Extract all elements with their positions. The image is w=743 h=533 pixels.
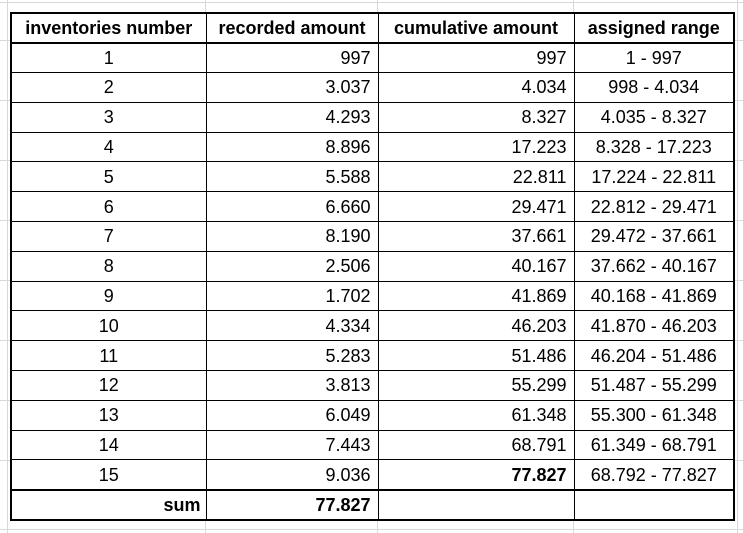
cell-inventories-number[interactable]: 14	[10, 429, 207, 461]
cell-assigned-range[interactable]: 68.792 - 77.827	[573, 459, 735, 491]
table-row-11: 11 5.283 51.486 46.204 - 51.486	[10, 340, 735, 372]
cell-recorded-amount[interactable]: 5.283	[205, 340, 379, 372]
cell-cumulative-amount[interactable]: 22.811	[377, 161, 575, 193]
table-row-14: 14 7.443 68.791 61.349 - 68.791	[10, 429, 735, 461]
sum-label-cell[interactable]: sum	[10, 488, 207, 521]
cell-recorded-amount[interactable]: 6.049	[205, 399, 379, 431]
cell-assigned-range[interactable]: 46.204 - 51.486	[573, 340, 735, 372]
cell-recorded-amount[interactable]: 8.896	[205, 131, 379, 163]
cell-inventories-number[interactable]: 6	[10, 191, 207, 223]
table-row-1: 1 997 997 1 - 997	[10, 42, 735, 74]
cell-assigned-range[interactable]: 4.035 - 8.327	[573, 101, 735, 133]
cell-recorded-amount[interactable]: 7.443	[205, 429, 379, 461]
column-header-inventories-number[interactable]: inventories number	[10, 12, 207, 44]
cell-inventories-number[interactable]: 3	[10, 101, 207, 133]
cell-cumulative-amount[interactable]: 4.034	[377, 72, 575, 103]
sum-empty-cell[interactable]	[377, 488, 575, 521]
table-row-9: 9 1.702 41.869 40.168 - 41.869	[10, 280, 735, 312]
cell-recorded-amount[interactable]: 3.037	[205, 72, 379, 103]
sum-row: sum 77.827	[10, 488, 735, 521]
cell-assigned-range[interactable]: 37.662 - 40.167	[573, 250, 735, 282]
cell-cumulative-amount[interactable]: 61.348	[377, 399, 575, 431]
table-row-12: 12 3.813 55.299 51.487 - 55.299	[10, 370, 735, 401]
cell-cumulative-amount[interactable]: 29.471	[377, 191, 575, 223]
column-header-cumulative-amount[interactable]: cumulative amount	[377, 12, 575, 44]
cell-inventories-number[interactable]: 12	[10, 370, 207, 401]
spreadsheet-gridline-vertical	[737, 0, 738, 533]
cell-inventories-number[interactable]: 7	[10, 221, 207, 252]
cell-cumulative-amount[interactable]: 40.167	[377, 250, 575, 282]
table-row-7: 7 8.190 37.661 29.472 - 37.661	[10, 221, 735, 252]
cell-recorded-amount[interactable]: 6.660	[205, 191, 379, 223]
cell-assigned-range[interactable]: 22.812 - 29.471	[573, 191, 735, 223]
cell-recorded-amount[interactable]: 3.813	[205, 370, 379, 401]
cell-cumulative-amount[interactable]: 51.486	[377, 340, 575, 372]
cell-cumulative-amount[interactable]: 46.203	[377, 310, 575, 342]
column-header-recorded-amount[interactable]: recorded amount	[205, 12, 379, 44]
spreadsheet-gridline-vertical	[7, 0, 8, 533]
cell-recorded-amount[interactable]: 9.036	[205, 459, 379, 491]
cell-inventories-number[interactable]: 8	[10, 250, 207, 282]
cell-assigned-range[interactable]: 998 - 4.034	[573, 72, 735, 103]
cell-inventories-number[interactable]: 4	[10, 131, 207, 163]
sum-empty-cell[interactable]	[573, 488, 735, 521]
cell-cumulative-amount[interactable]: 41.869	[377, 280, 575, 312]
cell-inventories-number[interactable]: 13	[10, 399, 207, 431]
cell-recorded-amount[interactable]: 4.334	[205, 310, 379, 342]
cell-cumulative-amount[interactable]: 997	[377, 42, 575, 74]
cell-inventories-number[interactable]: 5	[10, 161, 207, 193]
cell-cumulative-amount[interactable]: 37.661	[377, 221, 575, 252]
table-row-13: 13 6.049 61.348 55.300 - 61.348	[10, 399, 735, 431]
cell-assigned-range[interactable]: 55.300 - 61.348	[573, 399, 735, 431]
table-row-15: 15 9.036 77.827 68.792 - 77.827	[10, 459, 735, 491]
table-row-4: 4 8.896 17.223 8.328 - 17.223	[10, 131, 735, 163]
cell-recorded-amount[interactable]: 5.588	[205, 161, 379, 193]
cell-recorded-amount[interactable]: 4.293	[205, 101, 379, 133]
header-row: inventories number recorded amount cumulat…	[10, 12, 735, 44]
cell-inventories-number[interactable]: 9	[10, 280, 207, 312]
table-row-5: 5 5.588 22.811 17.224 - 22.811	[10, 161, 735, 193]
table-row-3: 3 4.293 8.327 4.035 - 8.327	[10, 101, 735, 133]
cell-assigned-range[interactable]: 61.349 - 68.791	[573, 429, 735, 461]
table-row-8: 8 2.506 40.167 37.662 - 40.167	[10, 250, 735, 282]
sum-total-cell[interactable]: 77.827	[205, 488, 379, 521]
cell-cumulative-amount[interactable]: 8.327	[377, 101, 575, 133]
spreadsheet-gridline-horizontal	[0, 529, 743, 530]
cell-assigned-range[interactable]: 29.472 - 37.661	[573, 221, 735, 252]
cell-assigned-range[interactable]: 1 - 997	[573, 42, 735, 74]
table-row-2: 2 3.037 4.034 998 - 4.034	[10, 72, 735, 103]
table-row-10: 10 4.334 46.203 41.870 - 46.203	[10, 310, 735, 342]
cell-inventories-number[interactable]: 1	[10, 42, 207, 74]
cell-recorded-amount[interactable]: 1.702	[205, 280, 379, 312]
spreadsheet-gridline-horizontal	[0, 2, 743, 3]
cell-recorded-amount[interactable]: 8.190	[205, 221, 379, 252]
column-header-assigned-range[interactable]: assigned range	[573, 12, 735, 44]
table-row-6: 6 6.660 29.471 22.812 - 29.471	[10, 191, 735, 223]
cell-assigned-range[interactable]: 8.328 - 17.223	[573, 131, 735, 163]
cell-inventories-number[interactable]: 15	[10, 459, 207, 491]
cell-inventories-number[interactable]: 11	[10, 340, 207, 372]
cell-recorded-amount[interactable]: 997	[205, 42, 379, 74]
cell-assigned-range[interactable]: 40.168 - 41.869	[573, 280, 735, 312]
cell-cumulative-amount[interactable]: 55.299	[377, 370, 575, 401]
cell-cumulative-amount[interactable]: 68.791	[377, 429, 575, 461]
cell-cumulative-amount[interactable]: 77.827	[377, 459, 575, 491]
cell-assigned-range[interactable]: 51.487 - 55.299	[573, 370, 735, 401]
cell-inventories-number[interactable]: 10	[10, 310, 207, 342]
cell-assigned-range[interactable]: 17.224 - 22.811	[573, 161, 735, 193]
inventory-table: inventories number recorded amount cumulat…	[10, 12, 735, 521]
cell-cumulative-amount[interactable]: 17.223	[377, 131, 575, 163]
cell-recorded-amount[interactable]: 2.506	[205, 250, 379, 282]
cell-inventories-number[interactable]: 2	[10, 72, 207, 103]
cell-assigned-range[interactable]: 41.870 - 46.203	[573, 310, 735, 342]
